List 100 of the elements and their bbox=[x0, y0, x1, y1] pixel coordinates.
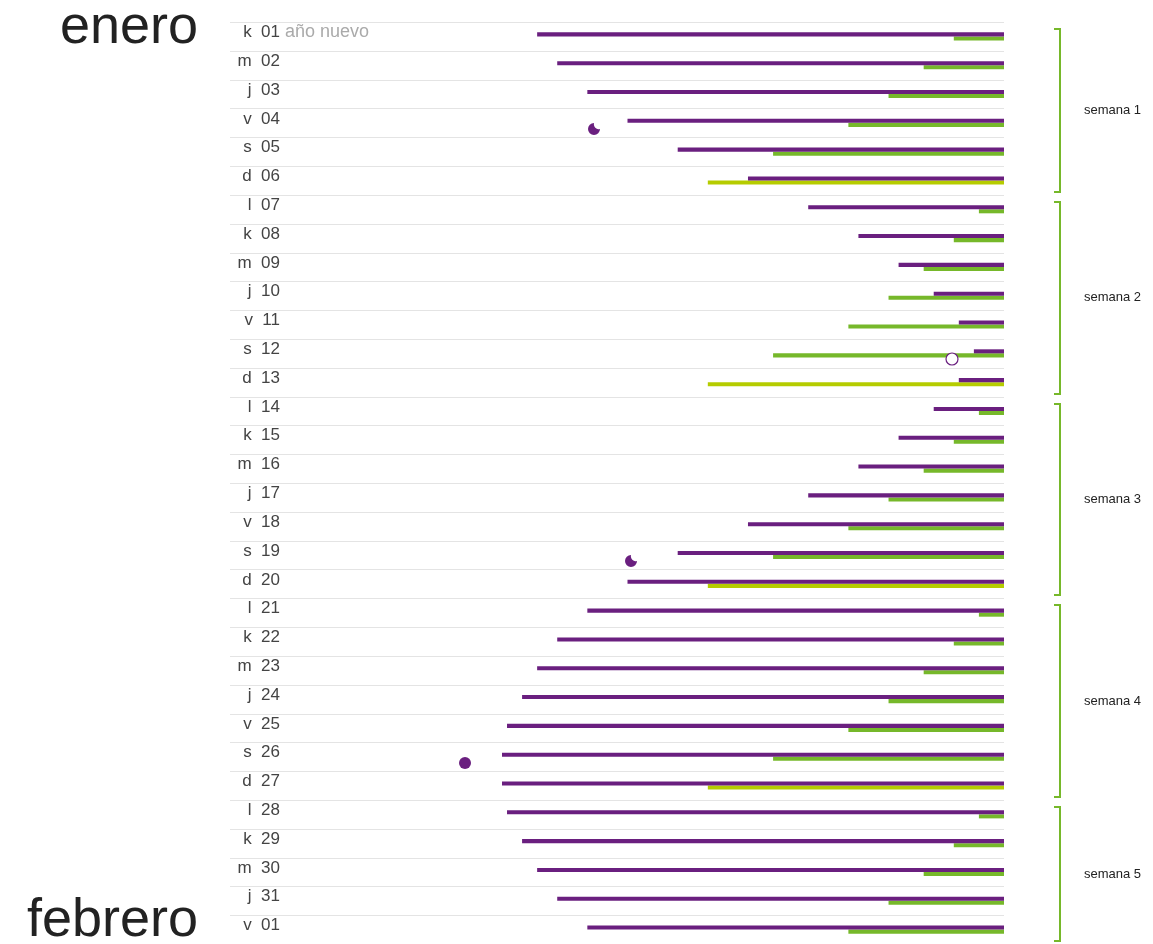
y-tick-label: v 01 bbox=[243, 915, 280, 935]
text: semana 2 bbox=[1084, 289, 1142, 305]
y-tick-label: v 18 bbox=[243, 511, 280, 531]
bar bbox=[627, 579, 1004, 584]
bar bbox=[502, 781, 1004, 786]
bar bbox=[557, 896, 1004, 901]
y-tick-label: k 22 bbox=[243, 627, 280, 647]
y-tick-label: j 17 bbox=[246, 483, 280, 503]
bar bbox=[848, 526, 1004, 531]
y-tick-label: s 19 bbox=[243, 540, 280, 560]
y-tick-label: l 14 bbox=[247, 396, 280, 416]
bar bbox=[587, 608, 1004, 613]
bar bbox=[978, 814, 1004, 819]
text: semana 5 bbox=[1084, 865, 1142, 881]
y-tick-label: v 25 bbox=[243, 713, 280, 733]
y-tick-label: j 10 bbox=[246, 281, 280, 301]
bar bbox=[978, 612, 1004, 617]
y-tick-label: k 01 bbox=[243, 22, 280, 42]
bar bbox=[537, 666, 1004, 671]
bar bbox=[978, 410, 1004, 415]
text: semana 4 bbox=[1084, 692, 1142, 708]
y-tick-label: s 12 bbox=[243, 339, 280, 359]
bar bbox=[973, 349, 1004, 354]
y-tick-label: m 30 bbox=[237, 857, 280, 877]
bar bbox=[888, 497, 1004, 502]
bar bbox=[848, 727, 1004, 732]
bar bbox=[677, 551, 1004, 556]
y-tick-label: m 09 bbox=[237, 252, 280, 272]
bar bbox=[707, 583, 1004, 588]
y-tick-label: k 15 bbox=[243, 425, 280, 445]
y-tick-label: d 27 bbox=[242, 771, 280, 791]
bar bbox=[587, 925, 1004, 930]
bar bbox=[848, 324, 1004, 329]
bar bbox=[507, 810, 1004, 815]
bar bbox=[953, 641, 1004, 646]
y-tick-label: s 26 bbox=[243, 742, 280, 762]
bar bbox=[557, 637, 1004, 642]
y-tick-label: s 05 bbox=[243, 137, 280, 157]
y-tick-label: v 11 bbox=[244, 310, 280, 330]
y-tick-label: m 23 bbox=[237, 655, 280, 675]
bar bbox=[898, 262, 1004, 267]
text: febrero bbox=[26, 887, 198, 944]
bar bbox=[933, 406, 1004, 411]
bar bbox=[808, 493, 1004, 498]
bar bbox=[773, 555, 1004, 560]
bar bbox=[747, 176, 1004, 181]
bar bbox=[507, 723, 1004, 728]
bar bbox=[858, 464, 1004, 469]
bar bbox=[808, 205, 1004, 210]
bar bbox=[888, 699, 1004, 704]
y-tick-label: d 06 bbox=[242, 166, 280, 186]
y-tick-label: k 29 bbox=[243, 828, 280, 848]
bar bbox=[888, 94, 1004, 99]
bar bbox=[773, 756, 1004, 761]
bar bbox=[537, 32, 1004, 37]
y-tick-label: m 16 bbox=[237, 454, 280, 474]
y-tick-label: l 28 bbox=[247, 800, 280, 820]
bar bbox=[747, 522, 1004, 527]
bar bbox=[923, 871, 1004, 876]
bar bbox=[587, 90, 1004, 95]
text: semana 1 bbox=[1084, 102, 1142, 118]
y-tick-label: m 02 bbox=[237, 50, 280, 70]
y-tick-label: k 08 bbox=[243, 223, 280, 243]
bar bbox=[677, 147, 1004, 152]
y-tick-label: j 24 bbox=[246, 684, 280, 704]
y-tick-label: j 03 bbox=[246, 79, 280, 99]
bar bbox=[537, 867, 1004, 872]
bar bbox=[522, 839, 1004, 844]
bar bbox=[953, 238, 1004, 243]
bar bbox=[707, 180, 1004, 185]
bar bbox=[953, 36, 1004, 41]
y-tick-label: d 13 bbox=[242, 367, 280, 387]
bar bbox=[502, 752, 1004, 757]
bar bbox=[923, 468, 1004, 473]
text: año nuevo bbox=[285, 21, 370, 42]
bar bbox=[707, 785, 1004, 790]
bar bbox=[933, 291, 1004, 296]
bar bbox=[978, 209, 1004, 214]
y-tick-label: j 31 bbox=[246, 886, 280, 906]
bar bbox=[953, 843, 1004, 848]
bar bbox=[923, 266, 1004, 271]
bar bbox=[898, 435, 1004, 440]
bar bbox=[958, 320, 1004, 325]
bar bbox=[773, 151, 1004, 156]
y-tick-label: d 20 bbox=[242, 569, 280, 589]
bar bbox=[923, 65, 1004, 70]
bar bbox=[923, 670, 1004, 675]
bar bbox=[707, 382, 1004, 387]
bar bbox=[557, 61, 1004, 66]
bar bbox=[858, 234, 1004, 239]
bar bbox=[848, 929, 1004, 934]
bar bbox=[953, 439, 1004, 444]
text: enero bbox=[59, 0, 198, 55]
bar bbox=[522, 695, 1004, 700]
bar bbox=[888, 900, 1004, 905]
y-tick-label: v 04 bbox=[243, 108, 280, 128]
bar bbox=[958, 378, 1004, 383]
y-tick-label: l 21 bbox=[247, 598, 280, 618]
text: semana 3 bbox=[1084, 490, 1142, 506]
bar bbox=[627, 118, 1004, 123]
